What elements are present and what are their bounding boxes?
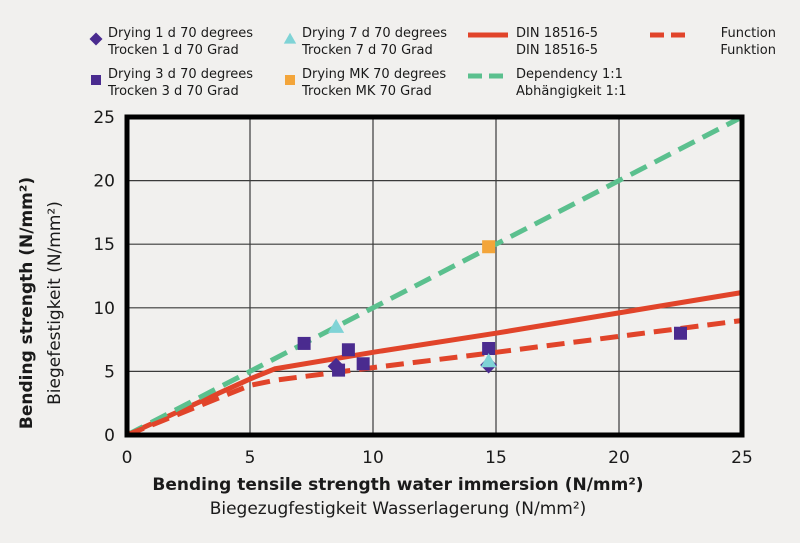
legend-item-0: Drying 1 d 70 degrees Trocken 1 d 70 Grad xyxy=(89,26,253,58)
tick-labels: 0 5 10 15 20 25 0 5 10 15 20 25 xyxy=(93,108,752,468)
x-tick-label: 25 xyxy=(731,448,753,468)
data-point-series-3 xyxy=(482,240,496,254)
legend-label: Drying MK 70 degrees xyxy=(302,67,446,82)
data-point-series-1 xyxy=(482,342,496,356)
series-line-5 xyxy=(125,114,744,438)
legend-label-secondary: Trocken 3 d 70 Grad xyxy=(107,84,239,99)
series-line-4 xyxy=(125,290,743,438)
legend-item-1: Drying 3 d 70 degrees Trocken 3 d 70 Grad xyxy=(91,67,253,99)
data-point-series-1 xyxy=(674,326,687,340)
x-tick-label: 5 xyxy=(245,448,256,468)
legend-label-secondary: Trocken MK 70 Grad xyxy=(301,84,432,99)
legend-label: DIN 18516-5 xyxy=(516,26,598,41)
grid xyxy=(126,116,743,436)
legend-label-secondary: Trocken 7 d 70 Grad xyxy=(301,43,433,58)
data-point-series-1 xyxy=(356,357,370,371)
legend-label: Drying 7 d 70 degrees xyxy=(302,26,447,41)
legend-item-3: Drying MK 70 degrees Trocken MK 70 Grad xyxy=(285,67,446,99)
x-axis-label: Bending tensile strength water immersion… xyxy=(152,475,643,495)
x-tick-label: 0 xyxy=(122,448,133,468)
data-point-series-1 xyxy=(341,343,355,357)
x-tick-label: 15 xyxy=(485,448,507,468)
y-tick-label: 15 xyxy=(93,235,115,255)
y-axis-label: Bending strength (N/mm²) xyxy=(17,177,37,429)
legend-item-4: DIN 18516-5 DIN 18516-5 xyxy=(468,26,598,58)
series-lines xyxy=(125,114,744,438)
data-point-series-1 xyxy=(297,336,311,350)
legend-label-secondary: Funktion xyxy=(720,43,776,58)
legend-label: Function xyxy=(721,26,776,41)
legend: Drying 1 d 70 degrees Trocken 1 d 70 Grad… xyxy=(89,26,776,99)
legend-label-secondary: Trocken 1 d 70 Grad xyxy=(107,43,239,58)
legend-marker xyxy=(283,32,297,44)
series-line-6 xyxy=(126,318,743,438)
y-tick-label: 5 xyxy=(104,362,115,382)
plot-frame xyxy=(124,114,745,438)
legend-label-secondary: Abhängigkeit 1:1 xyxy=(516,84,627,99)
legend-label: Drying 3 d 70 degrees xyxy=(108,67,253,82)
legend-label: Dependency 1:1 xyxy=(516,67,623,82)
data-point-series-2 xyxy=(328,318,345,333)
legend-marker xyxy=(91,75,101,85)
x-axis-label-secondary: Biegezugfestigkeit Wasserlagerung (N/mm²… xyxy=(210,499,587,519)
y-tick-label: 0 xyxy=(104,426,115,446)
data-point-series-1 xyxy=(332,363,346,377)
y-axis-label-secondary: Biegefestigkeit (N/mm²) xyxy=(45,201,65,405)
y-tick-label: 25 xyxy=(93,108,115,128)
legend-label-secondary: DIN 18516-5 xyxy=(516,43,598,58)
legend-item-6: Function Funktion xyxy=(650,26,776,58)
legend-item-5: Dependency 1:1 Abhängigkeit 1:1 xyxy=(468,67,627,99)
legend-label: Drying 1 d 70 degrees xyxy=(108,26,253,41)
x-tick-label: 20 xyxy=(608,448,630,468)
x-tick-label: 10 xyxy=(362,448,384,468)
y-tick-label: 10 xyxy=(93,299,115,319)
data-point-series-2 xyxy=(480,353,497,368)
legend-marker xyxy=(89,32,103,46)
y-tick-label: 20 xyxy=(93,172,115,192)
legend-item-2: Drying 7 d 70 degrees Trocken 7 d 70 Grad xyxy=(283,26,447,58)
series-points xyxy=(297,240,687,377)
legend-marker xyxy=(285,75,295,85)
